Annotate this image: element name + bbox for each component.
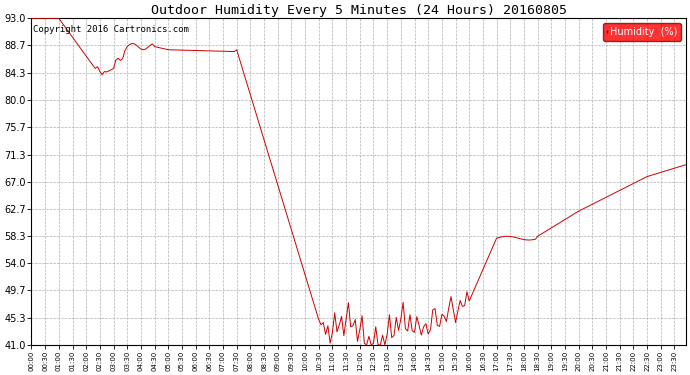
Text: Copyright 2016 Cartronics.com: Copyright 2016 Cartronics.com <box>33 25 188 34</box>
Title: Outdoor Humidity Every 5 Minutes (24 Hours) 20160805: Outdoor Humidity Every 5 Minutes (24 Hou… <box>150 4 566 17</box>
Legend: Humidity  (%): Humidity (%) <box>603 23 681 41</box>
